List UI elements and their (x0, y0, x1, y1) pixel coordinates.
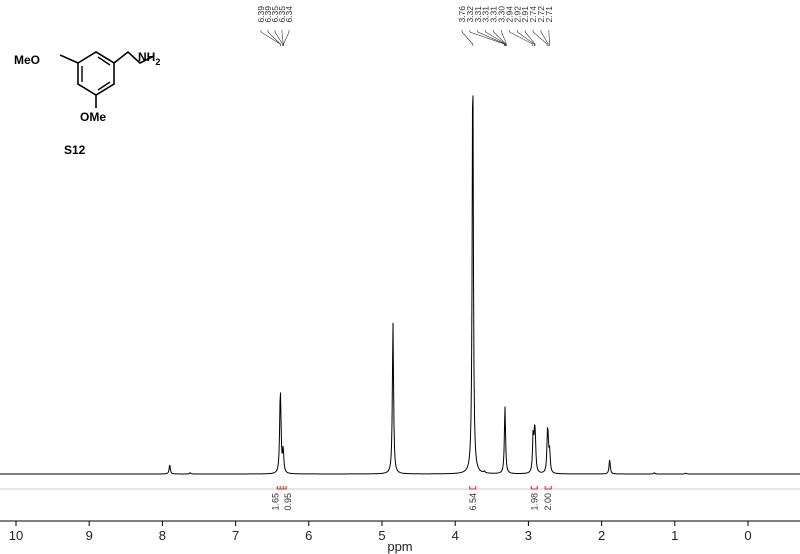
peak-shift-label: 3.76 (457, 6, 467, 23)
x-tick-label: 2 (598, 528, 605, 543)
x-axis-title: ppm (387, 539, 412, 554)
amine-subscript: 2 (155, 57, 160, 67)
molecule-structure: MeO OMe NH2 S12 (14, 50, 160, 157)
x-tick-label: 5 (378, 528, 385, 543)
integral-value-label: 2.00 (543, 493, 553, 511)
x-axis-ticks: 10 9 8 7 6 5 4 3 2 1 0 (9, 521, 752, 543)
peak-shift-label: 2.71 (544, 6, 554, 23)
x-tick-label: 1 (671, 528, 678, 543)
integrals: 1.65 0.95 6.54 1.98 2.00 (270, 486, 553, 511)
peak-leader-line (274, 30, 283, 46)
x-tick-label: 6 (305, 528, 312, 543)
peak-shift-label: 2.72 (536, 6, 546, 23)
peak-shift-label: 2.92 (512, 6, 522, 23)
integral-value-label: 6.54 (468, 493, 478, 511)
peak-shift-label: 3.30 (497, 6, 507, 23)
methoxy-bond (59, 54, 79, 64)
x-tick-label: 8 (159, 528, 166, 543)
peak-leader-line (524, 30, 536, 46)
peak-leader-line (461, 30, 474, 46)
x-tick-label: 4 (452, 528, 459, 543)
peak-shift-label: 6.39 (256, 6, 266, 23)
peak-shift-label: 6.34 (284, 6, 294, 23)
peak-leader-line (548, 30, 550, 46)
peak-leader-line (509, 30, 534, 46)
compound-label: S12 (64, 143, 86, 157)
integral-bracket (530, 486, 538, 490)
peak-shift-label: 2.91 (520, 6, 530, 23)
integral-value-label: 0.95 (283, 493, 293, 511)
ring-double-bond (97, 56, 111, 66)
x-tick-label: 3 (525, 528, 532, 543)
peak-leader-line (281, 30, 284, 46)
peak-leader-line (469, 30, 505, 46)
amine-label: NH2 (138, 50, 160, 67)
peak-leader-line (517, 30, 535, 46)
peak-shift-label: 3.31 (473, 6, 483, 23)
integral-bracket (279, 486, 287, 490)
ring-double-bond (97, 81, 111, 91)
benzene-ring (77, 51, 115, 96)
methoxy-label-bottom: OMe (80, 110, 106, 124)
integral-bracket (544, 486, 552, 490)
peak-leader-line (501, 30, 507, 46)
amine-nh: NH (138, 50, 155, 64)
x-tick-label: 0 (744, 528, 751, 543)
peak-shift-label: 2.74 (528, 6, 538, 23)
x-tick-label: 10 (9, 528, 23, 543)
x-tick-label: 7 (232, 528, 239, 543)
peak-shift-label: 3.31 (481, 6, 491, 23)
ethylamine-chain (113, 50, 155, 64)
integral-value-label: 1.98 (529, 493, 539, 511)
methoxy-label-left: MeO (14, 53, 40, 67)
peak-labels: 6.396.396.356.356.34 3.763.323.313.313.31… (256, 6, 554, 46)
peak-shift-label: 6.35 (270, 6, 280, 23)
integral-bracket (469, 486, 477, 490)
peak-leader-line (267, 30, 281, 46)
spectrum-trace (0, 95, 800, 475)
peak-leader-line (540, 30, 549, 46)
peak-leader-line (532, 30, 548, 46)
peak-shift-label: 2.94 (504, 6, 514, 23)
peak-leader-line (493, 30, 507, 46)
x-tick-label: 9 (86, 528, 93, 543)
peak-leader-line (260, 30, 281, 46)
peak-leader-line (283, 30, 290, 46)
peak-shift-label: 3.32 (465, 6, 475, 23)
peak-shift-label: 6.35 (277, 6, 287, 23)
peak-shift-label: 6.39 (263, 6, 273, 23)
peak-shift-label: 3.31 (489, 6, 499, 23)
peak-leader-line (477, 30, 506, 46)
integral-value-label: 1.65 (270, 493, 280, 511)
